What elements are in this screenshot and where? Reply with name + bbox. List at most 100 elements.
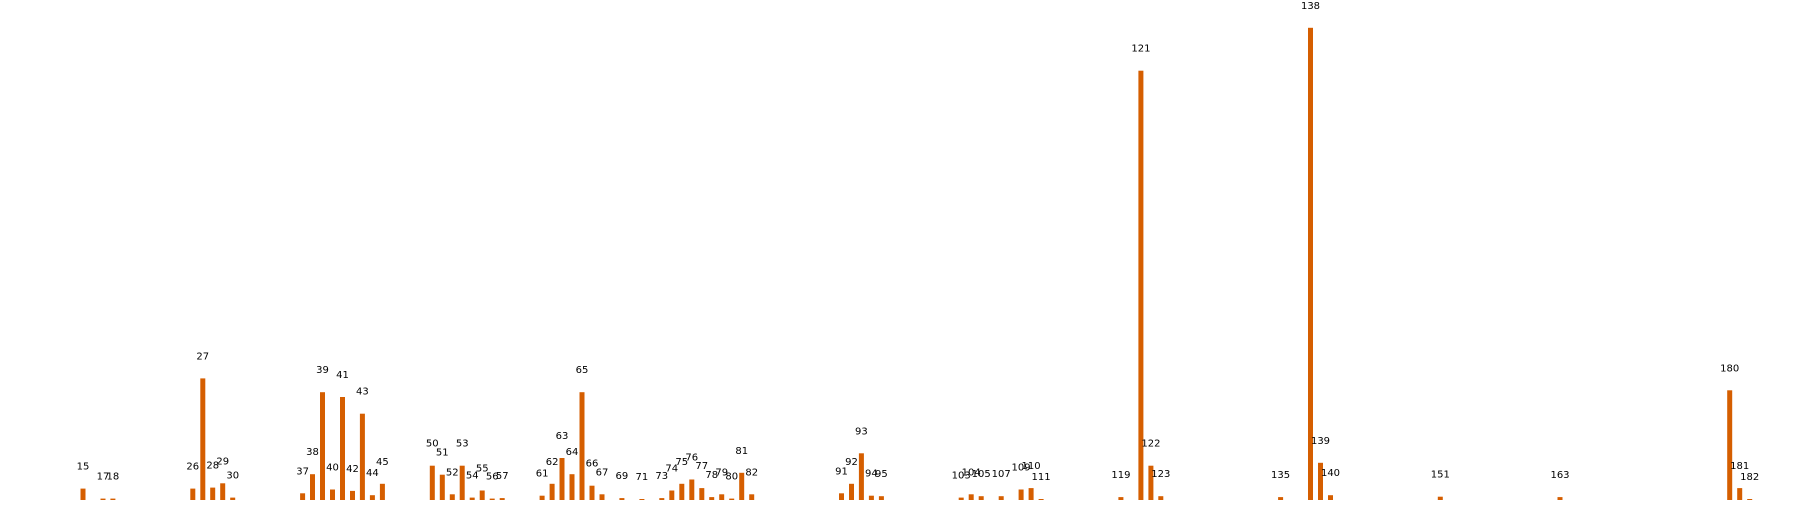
bar-label-140: 140	[1321, 468, 1340, 479]
bar-103	[958, 497, 964, 500]
bar-56	[489, 498, 495, 500]
bar-69	[619, 498, 625, 500]
bar-label-119: 119	[1111, 470, 1130, 481]
bar-55	[479, 490, 485, 500]
bar-151	[1437, 496, 1443, 500]
bar-label-103: 103	[952, 471, 971, 482]
bar-label-69: 69	[616, 471, 629, 482]
bar-67	[599, 494, 605, 500]
bar-107	[998, 496, 1004, 500]
bar-label-15: 15	[77, 462, 90, 473]
bar-label-80: 80	[725, 472, 738, 483]
bar-label-51: 51	[436, 448, 449, 459]
bar-label-139: 139	[1311, 436, 1330, 447]
bar-27	[200, 378, 206, 500]
bar-61	[539, 495, 545, 500]
bar-label-105: 105	[972, 469, 991, 480]
bar-75	[679, 483, 685, 500]
bar-label-55: 55	[476, 464, 489, 475]
bar-180	[1727, 390, 1733, 500]
bar-label-109: 109	[1012, 463, 1031, 474]
bar-39	[320, 392, 325, 500]
bar-15	[80, 488, 86, 500]
bar-138	[1308, 27, 1313, 501]
bar-label-122: 122	[1141, 439, 1160, 450]
bar-label-50: 50	[426, 439, 439, 450]
bar-79	[719, 494, 725, 500]
bar-label-93: 93	[855, 426, 868, 437]
bar-label-17: 17	[97, 472, 110, 483]
bar-65	[579, 392, 585, 500]
bar-66	[589, 485, 595, 500]
bar-45	[379, 483, 385, 500]
bar-label-81: 81	[735, 446, 748, 457]
bar-109	[1018, 489, 1024, 500]
bar-label-151: 151	[1431, 470, 1450, 481]
bar-42	[350, 490, 355, 500]
bar-54	[469, 497, 475, 500]
bar-52	[449, 494, 455, 500]
bar-label-78: 78	[705, 470, 718, 481]
bar-label-138: 138	[1301, 1, 1320, 12]
bar-label-182: 182	[1740, 472, 1759, 483]
bar-110	[1028, 488, 1034, 500]
bar-44	[369, 495, 375, 500]
bar-63	[559, 458, 565, 500]
bar-94	[868, 495, 874, 500]
bar-label-121: 121	[1131, 44, 1150, 55]
bar-label-135: 135	[1271, 470, 1290, 481]
bar-label-30: 30	[226, 471, 239, 482]
bar-73	[659, 498, 665, 500]
bar-18	[110, 498, 116, 500]
bar-label-26: 26	[186, 462, 199, 473]
bar-label-82: 82	[745, 467, 758, 478]
bar-label-41: 41	[336, 370, 349, 381]
bar-105	[978, 496, 984, 500]
bar-140	[1328, 495, 1333, 500]
bar-label-107: 107	[992, 469, 1011, 480]
bar-label-77: 77	[695, 461, 708, 472]
bar-label-45: 45	[376, 457, 389, 468]
bar-57	[499, 498, 505, 500]
bar-label-18: 18	[107, 472, 120, 483]
bar-181	[1737, 488, 1743, 500]
bar-122	[1148, 465, 1154, 500]
bar-123	[1158, 496, 1164, 500]
bar-label-64: 64	[566, 447, 579, 458]
bar-label-52: 52	[446, 467, 459, 478]
bar-label-94: 94	[865, 469, 878, 480]
bar-label-180: 180	[1720, 363, 1739, 374]
bar-label-95: 95	[875, 469, 888, 480]
bar-label-110: 110	[1022, 461, 1041, 472]
bar-119	[1118, 497, 1124, 500]
bar-label-123: 123	[1151, 469, 1170, 480]
bar-label-181: 181	[1730, 461, 1749, 472]
bar-139	[1318, 462, 1323, 500]
bar-50	[429, 465, 435, 500]
bar-95	[878, 496, 884, 500]
bar-label-61: 61	[536, 469, 549, 480]
bar-label-44: 44	[366, 468, 379, 479]
bar-label-29: 29	[216, 456, 229, 467]
bar-92	[849, 483, 854, 500]
bar-74	[669, 490, 675, 500]
bar-label-38: 38	[306, 447, 319, 458]
bar-17	[100, 498, 106, 500]
bar-77	[699, 488, 705, 500]
bar-label-43: 43	[356, 387, 369, 398]
bar-41	[340, 397, 345, 500]
bar-label-40: 40	[326, 463, 339, 474]
bar-label-63: 63	[556, 431, 569, 442]
bar-label-27: 27	[196, 351, 209, 362]
bar-label-79: 79	[715, 467, 728, 478]
bar-28	[210, 487, 216, 500]
bar-label-75: 75	[675, 457, 688, 468]
bar-label-104: 104	[962, 467, 981, 478]
bar-163	[1557, 497, 1563, 500]
bar-label-53: 53	[456, 439, 469, 450]
bar-80	[729, 498, 735, 500]
bar-label-62: 62	[546, 457, 559, 468]
bar-label-42: 42	[346, 464, 359, 475]
bar-label-111: 111	[1032, 472, 1051, 483]
bar-label-92: 92	[845, 457, 858, 468]
